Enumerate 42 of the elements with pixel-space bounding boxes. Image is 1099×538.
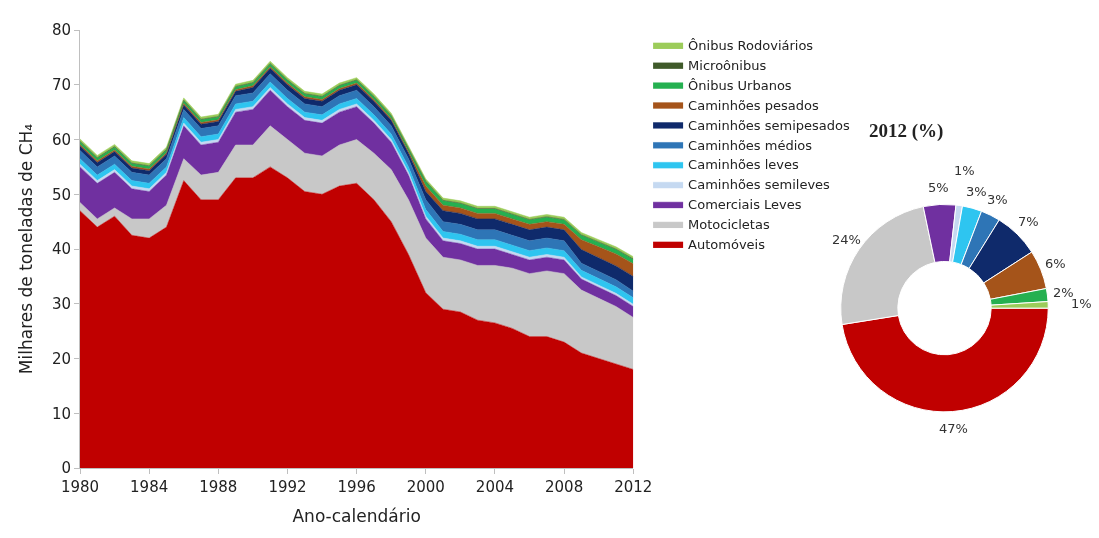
legend-label: Caminhões pesados: [688, 97, 819, 113]
data-label: 1%: [1071, 296, 1092, 311]
legend-label: Caminhões semipesados: [688, 117, 850, 133]
x-tick-label: 2008: [545, 478, 584, 496]
y-tick-label: 80: [51, 21, 71, 40]
y-tick-label: 0: [61, 459, 71, 478]
y-tick-label: 20: [51, 349, 71, 368]
x-tick-label: 1988: [199, 478, 238, 496]
data-label: 2%: [1053, 285, 1074, 300]
y-tick-label: 30: [51, 295, 71, 313]
x-tick-label: 1992: [268, 478, 307, 496]
y-axis-title: Milhares de toneladas de CH₄: [16, 123, 37, 375]
x-tick-label: 1996: [337, 478, 376, 496]
data-label: 1%: [954, 163, 975, 178]
y-tick-label: 60: [51, 130, 71, 149]
y-tick-label: 70: [51, 76, 71, 94]
legend-label: Comerciais Leves: [688, 197, 802, 213]
y-tick-label: 50: [51, 185, 71, 204]
legend-label: Caminhões médios: [688, 137, 813, 153]
x-tick-label: 2000: [406, 478, 445, 496]
data-label: 5%: [928, 180, 949, 195]
legend-label: Microônibus: [688, 57, 767, 73]
y-tick-label: 10: [51, 404, 71, 423]
x-tick-label: 2012: [614, 478, 653, 496]
x-axis-title: Ano-calendário: [292, 506, 421, 527]
legend-label: Ônibus Rodoviários: [688, 38, 814, 54]
data-label: 24%: [832, 232, 861, 247]
legend-label: Ônibus Urbanos: [688, 77, 792, 93]
x-tick-label: 2004: [475, 478, 515, 496]
legend-label: Caminhões leves: [688, 157, 800, 173]
x-tick-label: 1980: [60, 478, 100, 496]
legend-label: Caminhões semileves: [688, 177, 831, 193]
data-label: 6%: [1045, 256, 1066, 271]
data-label: 47%: [939, 421, 968, 436]
data-label: 3%: [987, 192, 1008, 207]
x-tick-label: 1984: [130, 478, 169, 496]
data-label: 7%: [1018, 214, 1039, 229]
chart-title: 2012 (%): [869, 120, 944, 142]
legend-label: Motocicletas: [688, 217, 770, 233]
legend-label: Automóveis: [688, 237, 766, 253]
data-label: 3%: [966, 184, 987, 199]
y-tick-label: 40: [51, 240, 71, 259]
